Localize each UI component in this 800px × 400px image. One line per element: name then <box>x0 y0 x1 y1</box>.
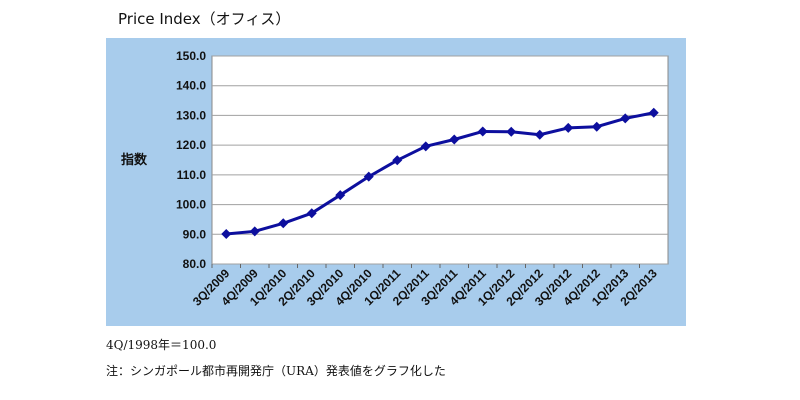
y-tick-label: 150.0 <box>176 49 206 63</box>
base-note: 4Q/1998年＝100.0 <box>106 338 217 352</box>
y-tick-label: 90.0 <box>183 227 207 241</box>
y-tick-label: 120.0 <box>176 138 206 152</box>
chart-area: 80.0 90.0 100.0 110.0 120.0 130.0 140.0 150.0 指数… <box>106 38 686 326</box>
y-tick-label: 130.0 <box>176 108 206 122</box>
series-line <box>226 111 655 236</box>
data-point-3Q/2009 <box>221 228 232 239</box>
price-index-line-chart: 80.0 90.0 100.0 110.0 120.0 130.0 140.0 150.0 指数… <box>121 49 669 309</box>
chart-title: Price Index（オフィス） <box>118 10 291 28</box>
y-tick-label: 80.0 <box>183 257 207 271</box>
data-point-3Q/2010 <box>335 190 346 201</box>
y-tick-label: 100.0 <box>176 198 206 212</box>
data-point-4Q/2011 <box>477 126 488 137</box>
data-point-2Q/2012 <box>534 129 545 140</box>
data-point-3Q/2012 <box>563 122 574 133</box>
data-point-2Q/2013 <box>648 107 659 118</box>
data-point-4Q/2009 <box>249 226 260 237</box>
y-tick-label: 110.0 <box>177 168 207 182</box>
data-point-1Q/2011 <box>392 155 403 166</box>
data-point-3Q/2011 <box>449 134 460 145</box>
data-point-4Q/2012 <box>591 121 602 132</box>
plot-area <box>211 55 669 265</box>
source-note: 注：シンガポール都市再開発庁（URA）発表値をグラフ化した <box>106 364 446 378</box>
data-point-1Q/2010 <box>278 218 289 229</box>
data-point-2Q/2010 <box>306 208 317 219</box>
data-point-2Q/2011 <box>420 141 431 152</box>
data-point-1Q/2013 <box>620 113 631 124</box>
y-axis-label: 指数 <box>121 152 148 168</box>
y-tick-label: 140.0 <box>176 79 206 93</box>
data-point-4Q/2010 <box>363 171 374 182</box>
